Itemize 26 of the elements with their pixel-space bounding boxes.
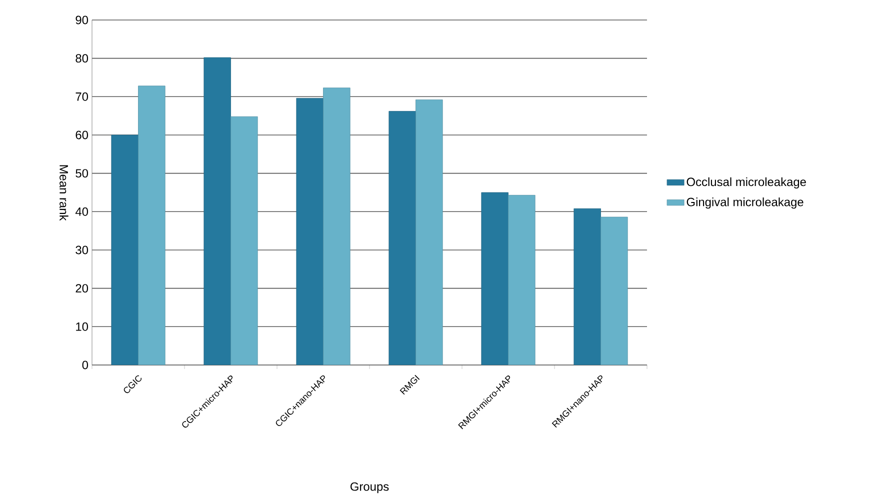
y-tick-label: 10: [76, 322, 88, 331]
y-tick-label: 30: [76, 246, 88, 254]
y-tick-label: 70: [76, 92, 88, 101]
bar: [296, 98, 324, 365]
bar: [574, 208, 601, 365]
y-axis-title: Mean rank: [60, 165, 68, 221]
bar: [204, 57, 231, 365]
bar: [481, 192, 508, 365]
bar: [600, 216, 628, 365]
bar: [388, 111, 416, 365]
bar: [323, 88, 350, 365]
bar: [138, 86, 166, 365]
bar: [416, 100, 443, 365]
y-tick-label: 60: [76, 130, 88, 140]
y-tick-label: 50: [76, 169, 88, 178]
legend-label: Gingival microleakage: [686, 197, 804, 209]
y-tick-label: 80: [76, 54, 88, 63]
bar: [111, 134, 138, 365]
y-tick-label: 0: [82, 360, 88, 370]
bar: [508, 194, 536, 365]
y-tick-label: 90: [76, 16, 88, 24]
bar: [230, 116, 258, 365]
legend-label: Occlusal microleakage: [686, 177, 806, 188]
y-tick-label: 40: [75, 207, 88, 216]
x-axis-title: Groups: [350, 482, 389, 494]
y-tick-label: 20: [76, 284, 88, 293]
